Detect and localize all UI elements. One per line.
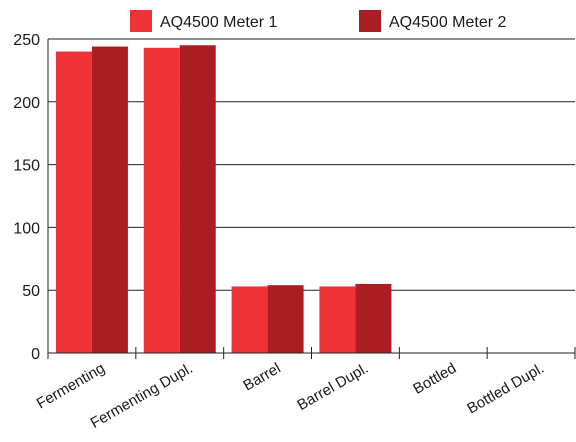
y-tick-label: 250 [13,32,40,49]
x-tick-label: Bottled [410,360,459,398]
legend-swatch-1 [130,10,152,32]
legend-swatch-2 [359,10,381,32]
bars [55,45,392,354]
y-tick-label: 200 [13,95,40,112]
x-tick-label: Barrel [240,360,283,395]
bar-2-4 [355,283,392,353]
y-tick-label: 150 [13,158,40,175]
gridlines [48,38,575,291]
y-tick-label: 0 [31,346,40,363]
x-tick-label: Fermenting [34,360,108,413]
bar-2-1 [91,46,128,353]
y-tick-label: 100 [13,220,40,237]
legend: AQ4500 Meter 1 AQ4500 Meter 2 [130,10,507,32]
bar-1-3 [231,286,268,353]
bar-1-4 [319,286,356,353]
axes [47,39,576,359]
bar-1-1 [55,51,92,354]
y-tick-label: 50 [22,283,40,300]
bar-2-3 [267,285,304,353]
legend-label-2: AQ4500 Meter 2 [389,14,507,31]
bar-2-2 [179,45,216,353]
y-axis-ticks: 0 50 100 150 200 250 [13,32,40,363]
x-tick-label: Barrel Dupl. [294,360,371,414]
legend-label-1: AQ4500 Meter 1 [160,14,278,31]
bar-1-2 [143,47,180,354]
x-tick-label: Bottled Dupl. [464,360,547,418]
